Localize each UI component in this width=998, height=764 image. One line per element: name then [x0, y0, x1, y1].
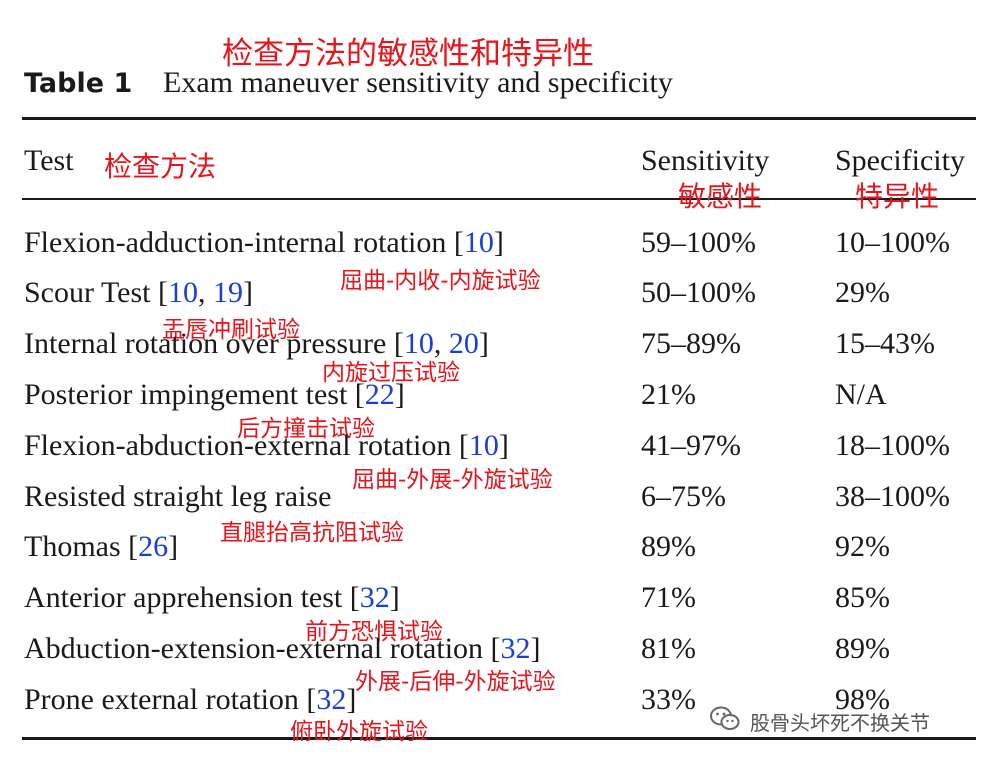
test-name: Internal rotation over pressure [10, 20]	[24, 327, 489, 360]
header-sensitivity: Sensitivity	[641, 144, 770, 177]
test-label: Resisted straight leg raise	[24, 480, 332, 513]
test-name: Flexion-adduction-internal rotation [10]	[24, 226, 504, 259]
sensitivity-value: 59–100%	[641, 226, 756, 259]
reference-link[interactable]: 19	[213, 276, 244, 309]
reference-link[interactable]: 10	[403, 327, 434, 360]
sensitivity-value: 41–97%	[641, 429, 741, 462]
header-rule	[22, 198, 976, 200]
sensitivity-value: 81%	[641, 632, 696, 665]
sensitivity-value: 33%	[641, 683, 696, 716]
specificity-value: N/A	[835, 378, 887, 411]
watermark: 股骨头坏死不换关节	[710, 706, 930, 737]
test-name: Flexion-abduction-external rotation [10]	[24, 429, 509, 462]
chinese-annotation: 后方撞击试验	[237, 416, 375, 442]
sensitivity-value: 89%	[641, 530, 696, 563]
header-specificity: Specificity	[835, 144, 965, 177]
test-label: Scour Test	[24, 276, 151, 309]
reference-link[interactable]: 32	[500, 632, 531, 665]
test-name: Thomas [26]	[24, 530, 179, 563]
test-label: Anterior apprehension test	[24, 581, 343, 614]
table-label: Table 1	[24, 68, 133, 99]
chinese-title: 检查方法的敏感性和特异性	[222, 36, 594, 72]
reference-link[interactable]: 10	[463, 226, 494, 259]
wechat-icon	[710, 706, 740, 737]
chinese-annotation: 直腿抬高抗阻试验	[220, 520, 404, 546]
test-label: Posterior impingement test	[24, 378, 348, 411]
test-name: Abduction-extension-external rotation [3…	[24, 632, 541, 665]
test-label: Prone external rotation	[24, 683, 299, 716]
chinese-annotation: 外展-后伸-外旋试验	[355, 669, 556, 695]
chinese-annotation: 盂唇冲刷试验	[162, 317, 300, 343]
table-caption: Exam maneuver sensitivity and specificit…	[163, 66, 673, 99]
specificity-value: 38–100%	[835, 480, 950, 513]
chinese-annotation: 俯卧外旋试验	[290, 719, 428, 745]
specificity-value: 92%	[835, 530, 890, 563]
test-name: Prone external rotation [32]	[24, 683, 357, 716]
specificity-value: 10–100%	[835, 226, 950, 259]
reference-link[interactable]: 10	[168, 276, 199, 309]
test-name: Posterior impingement test [22]	[24, 378, 405, 411]
test-label: Flexion-adduction-internal rotation	[24, 226, 447, 259]
test-label: Flexion-abduction-external rotation	[24, 429, 452, 462]
top-rule	[22, 117, 976, 120]
watermark-text: 股骨头坏死不换关节	[750, 711, 930, 735]
sensitivity-value: 71%	[641, 581, 696, 614]
specificity-value: 29%	[835, 276, 890, 309]
specificity-value: 18–100%	[835, 429, 950, 462]
sensitivity-value: 6–75%	[641, 480, 726, 513]
bottom-rule	[22, 737, 976, 740]
reference-link[interactable]: 26	[138, 530, 169, 563]
header-test: Test	[24, 144, 74, 177]
test-name: Scour Test [10, 19]	[24, 276, 254, 309]
test-label: Abduction-extension-external rotation	[24, 632, 484, 665]
reference-link[interactable]: 20	[448, 327, 479, 360]
sensitivity-value: 21%	[641, 378, 696, 411]
test-label: Thomas	[24, 530, 121, 563]
chinese-annotation: 内旋过压试验	[322, 360, 460, 386]
specificity-value: 89%	[835, 632, 890, 665]
header-test-cn: 检查方法	[104, 150, 217, 183]
sensitivity-value: 75–89%	[641, 327, 741, 360]
chinese-annotation: 屈曲-外展-外旋试验	[352, 467, 553, 493]
specificity-value: 15–43%	[835, 327, 935, 360]
chinese-annotation: 前方恐惧试验	[305, 619, 443, 645]
specificity-value: 98%	[835, 683, 890, 716]
test-name: Resisted straight leg raise	[24, 480, 331, 514]
header-specificity-cn: 特异性	[855, 180, 940, 213]
reference-link[interactable]: 32	[316, 683, 347, 716]
specificity-value: 85%	[835, 581, 890, 614]
reference-link[interactable]: 10	[468, 429, 499, 462]
chinese-annotation: 屈曲-内收-内旋试验	[340, 268, 541, 294]
reference-link[interactable]: 22	[364, 378, 395, 411]
test-label: Internal rotation over pressure	[24, 327, 387, 360]
header-sensitivity-cn: 敏感性	[678, 180, 763, 213]
reference-link[interactable]: 32	[359, 581, 390, 614]
sensitivity-value: 50–100%	[641, 276, 756, 309]
test-name: Anterior apprehension test [32]	[24, 581, 400, 614]
